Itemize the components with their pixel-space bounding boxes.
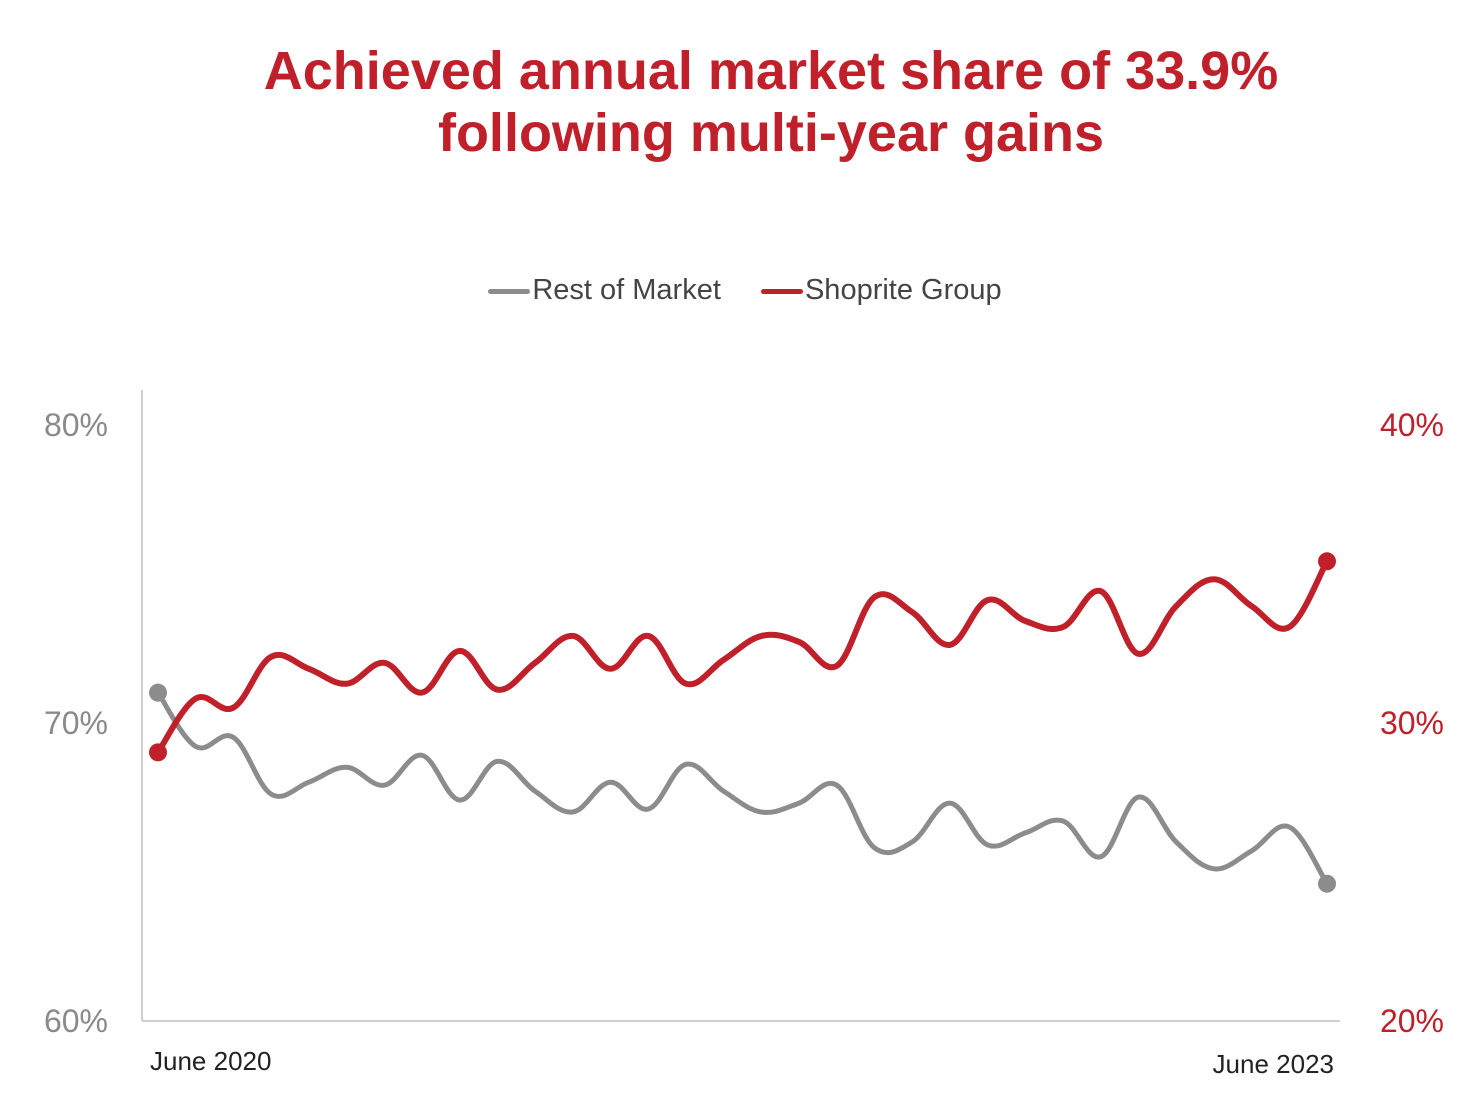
chart-legend: Rest of Market Shoprite Group xyxy=(0,274,1474,307)
series-point-shoprite-group-end xyxy=(1318,552,1336,571)
y-right-tick-40: 40% xyxy=(1380,407,1444,443)
legend-label-shoprite-group: Shoprite Group xyxy=(804,274,1002,306)
legend-swatch-shoprite-group xyxy=(760,288,803,294)
y-right-tick-20: 20% xyxy=(1380,1003,1444,1039)
x-tick-june-2023: June 2023 xyxy=(1213,1049,1334,1079)
series-point-shoprite-group-start xyxy=(149,743,167,762)
series-layer xyxy=(149,552,1336,893)
legend-swatch-rest-of-market xyxy=(488,288,531,294)
y-right-tick-30: 30% xyxy=(1380,705,1444,741)
series-point-rest-of-market-start xyxy=(149,683,167,702)
chart-title-line-1: Achieved annual market share of 33.9% xyxy=(263,41,1279,101)
x-tick-june-2020: June 2020 xyxy=(150,1046,271,1076)
series-line-rest-of-market xyxy=(155,690,1330,887)
y-left-tick-80: 80% xyxy=(44,407,108,443)
legend-item-shoprite-group: Shoprite Group xyxy=(760,274,1002,307)
series-line-shoprite-group xyxy=(155,558,1330,756)
chart-title-line-2: following multi-year gains xyxy=(437,103,1105,163)
y-left-tick-70: 70% xyxy=(44,705,108,741)
legend-label-rest-of-market: Rest of Market xyxy=(532,274,721,306)
y-left-tick-60: 60% xyxy=(44,1003,108,1039)
chart-title: Achieved annual market share of 33.9% fo… xyxy=(0,40,1474,164)
series-point-rest-of-market-end xyxy=(1318,874,1336,893)
legend-item-rest-of-market: Rest of Market xyxy=(488,274,721,307)
